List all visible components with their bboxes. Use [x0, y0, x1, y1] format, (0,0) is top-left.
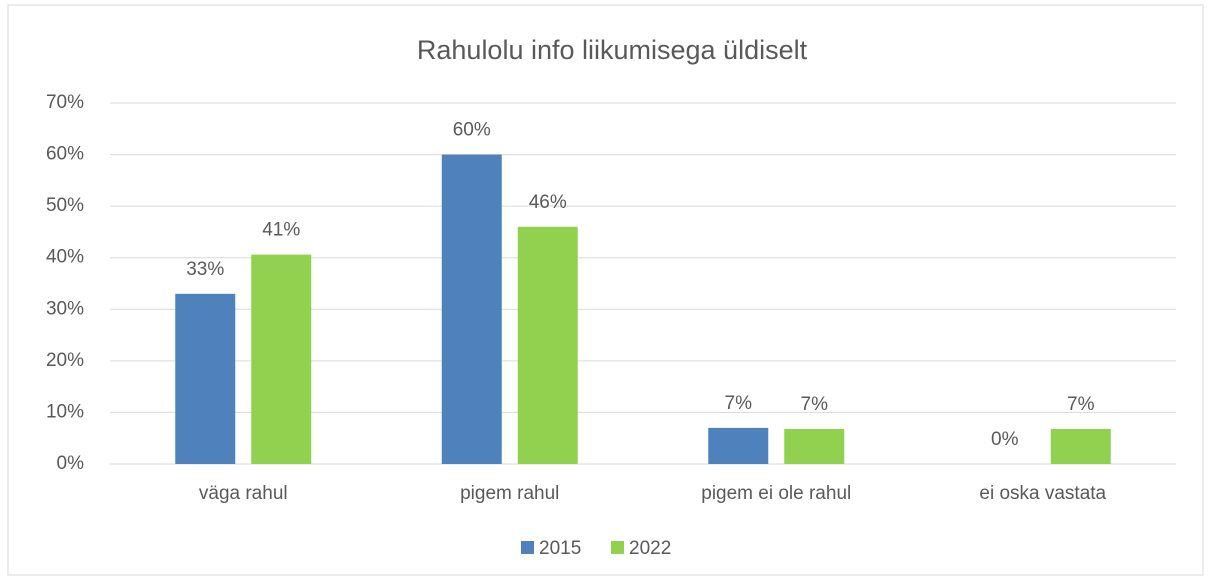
value-label: 46% [529, 192, 567, 213]
x-tick-label: pigem rahul [460, 483, 559, 504]
y-tick-label: 0% [57, 453, 85, 474]
x-tick-label: ei oska vastata [979, 483, 1106, 504]
legend-swatch [521, 541, 534, 554]
legend-label: 2022 [629, 538, 671, 559]
bar [708, 427, 769, 464]
y-tick-label: 40% [46, 247, 84, 268]
legend-label: 2015 [539, 538, 581, 559]
value-label: 41% [262, 220, 300, 241]
value-label: 60% [453, 120, 491, 141]
bar [441, 154, 502, 465]
value-label: 7% [801, 394, 829, 415]
value-label: 7% [1067, 394, 1095, 415]
y-tick-label: 10% [46, 401, 84, 422]
bar [175, 293, 236, 464]
bar [517, 226, 578, 464]
y-tick-label: 60% [46, 144, 84, 165]
y-tick-label: 30% [46, 298, 84, 319]
bar [251, 254, 312, 464]
y-tick-label: 50% [46, 195, 84, 216]
chart-border [7, 4, 1204, 576]
value-label: 0% [991, 429, 1019, 450]
chart-title: Rahulolu info liikumisega üldiselt [417, 35, 808, 65]
x-tick-label: väga rahul [199, 483, 288, 504]
y-tick-label: 70% [46, 92, 84, 113]
value-label: 33% [186, 259, 224, 280]
value-label: 7% [725, 393, 753, 414]
bar [784, 428, 845, 464]
legend-swatch [611, 541, 624, 554]
x-tick-label: pigem ei ole rahul [701, 483, 851, 504]
y-tick-label: 20% [46, 350, 84, 371]
bar [1050, 428, 1111, 464]
